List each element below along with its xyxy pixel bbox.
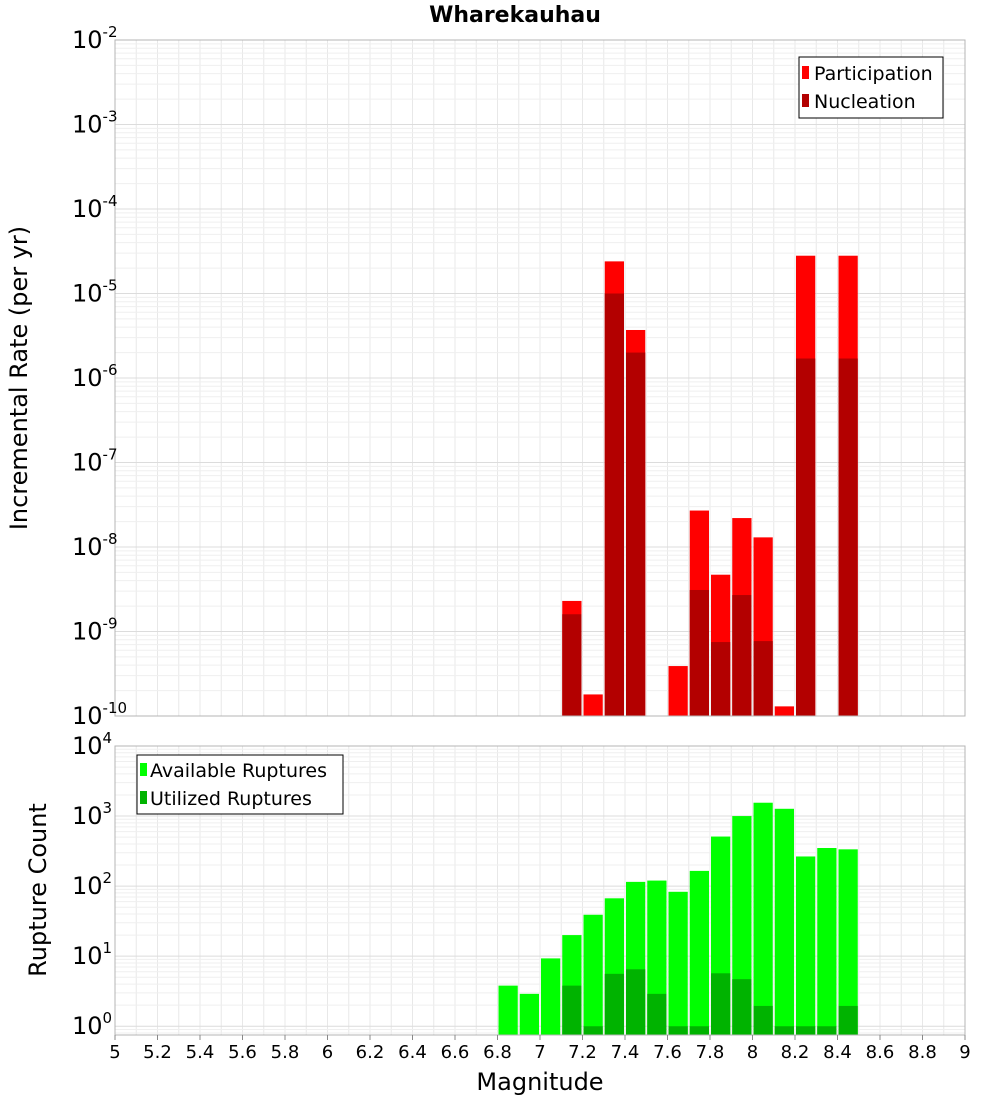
bottom-bar-series-b [647, 993, 667, 1035]
top-bar-series-b [711, 642, 731, 716]
x-tick-label: 9 [959, 1042, 970, 1063]
top-legend: Participation Nucleation [798, 56, 944, 119]
bottom-y-axis-label: Rupture Count [24, 803, 52, 977]
top-bar-series-b [753, 641, 773, 716]
top-y-tick-label: 10-7 [72, 446, 118, 477]
x-tick-label: 8.8 [908, 1042, 937, 1063]
bottom-bar-series-b [711, 973, 731, 1035]
bottom-bar-series-b [796, 1026, 816, 1035]
bottom-bar-series-b [562, 985, 582, 1035]
x-tick-label: 5.4 [186, 1042, 215, 1063]
bottom-y-tick-label: 102 [72, 869, 112, 900]
x-ticks: 5 5.2 5.4 5.6 5.8 6 6.2 6.4 6.6 6.8 7 7.2 7.4 7.6 7.8 8… [109, 1035, 971, 1063]
x-tick-label: 5 [109, 1042, 120, 1063]
legend-swatch-available [140, 763, 147, 776]
top-bar-series-b [562, 614, 582, 716]
x-tick-label: 8.4 [823, 1042, 852, 1063]
top-y-ticks: 10-2 10-3 10-4 10-5 10-6 10-7 10-8 10-9 10-10 [72, 23, 127, 730]
bottom-bar-series-a [796, 856, 816, 1035]
top-bar-series-a [668, 666, 688, 716]
x-axis-label: Magnitude [476, 1068, 603, 1096]
x-tick-label: 7.8 [696, 1042, 725, 1063]
bottom-y-tick-label: 103 [72, 799, 112, 830]
top-bars [562, 255, 858, 716]
top-y-tick-label: 10-5 [72, 277, 118, 308]
top-y-tick-label: 10-10 [72, 699, 127, 730]
bottom-bar-series-a [519, 993, 539, 1035]
bottom-y-tick-label: 104 [72, 729, 112, 760]
bottom-bar-series-a [541, 958, 561, 1035]
bottom-bar-series-b [838, 1005, 858, 1035]
top-bar-series-b [796, 358, 816, 716]
legend-label-nucleation: Nucleation [814, 91, 916, 113]
x-tick-label: 6 [322, 1042, 333, 1063]
top-y-tick-label: 10-4 [72, 192, 118, 223]
bottom-bar-series-b [626, 969, 646, 1035]
bottom-bar-series-b [604, 973, 624, 1035]
x-tick-label: 6.8 [483, 1042, 512, 1063]
bottom-bar-series-a [753, 802, 773, 1035]
x-tick-label: 5.2 [143, 1042, 172, 1063]
x-tick-label: 6.4 [398, 1042, 427, 1063]
x-tick-label: 8 [747, 1042, 758, 1063]
bottom-bar-series-b [668, 1026, 688, 1035]
bottom-y-tick-label: 101 [72, 939, 112, 970]
top-legend-box [798, 56, 944, 119]
bottom-bar-series-b [583, 1026, 603, 1035]
x-tick-label: 7.4 [611, 1042, 640, 1063]
top-y-tick-label: 10-3 [72, 108, 118, 139]
top-bar-series-b [689, 589, 709, 716]
top-y-tick-label: 10-6 [72, 361, 118, 392]
bottom-bar-series-a [838, 849, 858, 1035]
x-tick-label: 5.6 [228, 1042, 257, 1063]
bottom-bar-series-b [753, 1005, 773, 1035]
top-grid [114, 40, 966, 717]
top-y-axis-label: Incremental Rate (per yr) [5, 226, 33, 530]
top-y-tick-label: 10-2 [72, 23, 118, 54]
bottom-bar-series-b [774, 1026, 794, 1035]
bottom-y-tick-label: 100 [72, 1009, 112, 1040]
x-tick-label: 8.6 [866, 1042, 895, 1063]
top-bar-series-b [626, 352, 646, 716]
top-plot-frame [114, 39, 966, 717]
bottom-bar-series-b [689, 1026, 709, 1035]
top-bar-series-b [838, 358, 858, 716]
x-tick-label: 6.6 [441, 1042, 470, 1063]
bottom-bar-series-a [817, 848, 837, 1035]
bottom-bar-series-a [774, 808, 794, 1035]
top-bar-series-a [583, 694, 603, 716]
bottom-bar-series-a [583, 914, 603, 1035]
x-tick-label: 6.2 [356, 1042, 385, 1063]
bottom-bar-series-b [817, 1026, 837, 1035]
x-tick-label: 7 [534, 1042, 545, 1063]
legend-label-participation: Participation [814, 63, 933, 85]
bottom-bar-series-a [668, 891, 688, 1035]
top-bar-series-b [732, 595, 752, 716]
bottom-bar-series-b [732, 979, 752, 1035]
legend-label-utilized: Utilized Ruptures [150, 788, 312, 810]
bottom-legend-box [136, 754, 344, 815]
x-tick-label: 8.2 [781, 1042, 810, 1063]
top-y-tick-label: 10-8 [72, 530, 118, 561]
bottom-bar-series-a [498, 985, 518, 1035]
bottom-bar-series-a [689, 870, 709, 1035]
x-tick-label: 7.2 [568, 1042, 597, 1063]
legend-label-available: Available Ruptures [150, 760, 327, 782]
bottom-y-ticks: 104 103 102 101 100 [72, 729, 112, 1040]
chart-title: Wharekauhau [429, 3, 601, 28]
bottom-legend: Available Ruptures Utilized Ruptures [136, 754, 344, 815]
legend-swatch-participation [802, 66, 809, 79]
legend-swatch-utilized [140, 791, 147, 804]
top-y-tick-label: 10-9 [72, 615, 118, 646]
top-bar-series-b [604, 293, 624, 716]
legend-swatch-nucleation [802, 94, 809, 107]
bottom-bars [498, 802, 858, 1035]
top-bar-series-a [774, 706, 794, 716]
x-tick-label: 7.6 [653, 1042, 682, 1063]
x-tick-label: 5.8 [271, 1042, 300, 1063]
